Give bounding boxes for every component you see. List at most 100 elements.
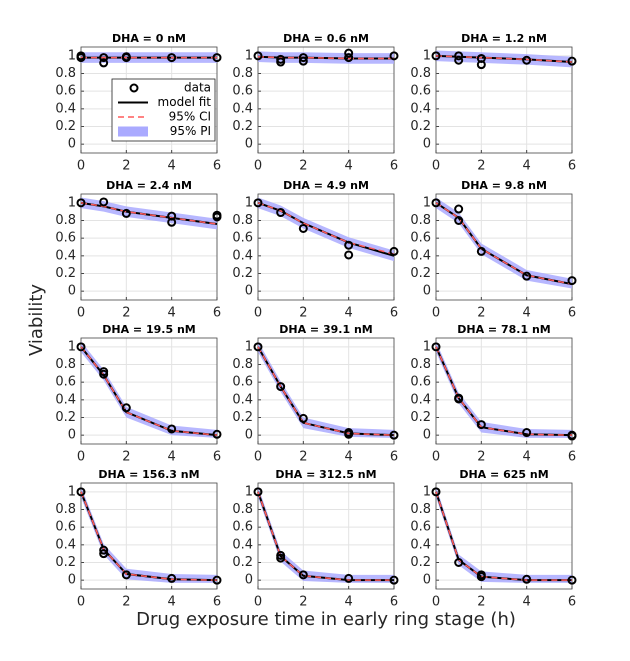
x-tick-label: 0 xyxy=(432,450,440,465)
y-tick-label: 0 xyxy=(245,284,253,299)
y-tick-label: 0 xyxy=(423,428,431,443)
data-point xyxy=(298,413,308,423)
y-tick-label: 1 xyxy=(245,195,253,210)
x-tick-label: 6 xyxy=(568,595,576,610)
x-tick-label: 2 xyxy=(299,595,307,610)
data-point xyxy=(344,48,354,58)
axes-box xyxy=(435,482,573,590)
y-tick-label: 0.4 xyxy=(232,392,253,407)
y-tick-label: 0 xyxy=(68,284,76,299)
x-tick-label: 2 xyxy=(477,159,485,174)
data-point xyxy=(389,51,399,61)
x-tick-label: 4 xyxy=(168,595,176,610)
x-tick-label: 6 xyxy=(390,306,398,321)
y-tick-label: 0 xyxy=(68,137,76,152)
data-point xyxy=(454,55,464,65)
data-point xyxy=(167,217,177,227)
panel-title: DHA = 78.1 nM xyxy=(457,323,550,336)
y-tick-label: 0.2 xyxy=(410,119,431,134)
data-point xyxy=(476,53,486,63)
plot-area xyxy=(436,483,572,589)
data-point xyxy=(344,429,354,439)
y-tick-label: 0.4 xyxy=(410,248,431,263)
x-tick-label: 0 xyxy=(254,306,262,321)
data-point xyxy=(167,424,177,434)
panel-title: DHA = 0.6 nM xyxy=(283,32,369,45)
legend-label: 95% PI xyxy=(170,124,211,138)
y-tick-label: 0.2 xyxy=(55,410,76,425)
data-point xyxy=(431,51,441,61)
x-tick-label: 4 xyxy=(523,159,531,174)
legend-symbol xyxy=(118,126,148,137)
x-tick-label: 0 xyxy=(254,159,262,174)
y-tick-label: 0.6 xyxy=(232,375,253,390)
x-tick-label: 6 xyxy=(390,450,398,465)
panel-title: DHA = 4.9 nM xyxy=(283,179,369,192)
axes-box xyxy=(257,46,395,154)
x-tick-label: 0 xyxy=(254,450,262,465)
ci-line xyxy=(257,202,395,255)
y-tick-label: 0.8 xyxy=(232,213,253,228)
x-tick-label: 4 xyxy=(523,450,531,465)
data-point xyxy=(476,420,486,430)
x-tick-label: 2 xyxy=(477,450,485,465)
data-point xyxy=(567,575,577,585)
data-point xyxy=(253,51,263,61)
x-tick-label: 0 xyxy=(77,306,85,321)
data-point xyxy=(344,240,354,250)
x-tick-label: 2 xyxy=(122,450,130,465)
y-tick-label: 1 xyxy=(423,48,431,63)
y-tick-label: 0.8 xyxy=(55,502,76,517)
x-tick-label: 4 xyxy=(523,306,531,321)
data-point xyxy=(76,198,86,208)
pi-band xyxy=(81,486,217,583)
data-point xyxy=(99,53,109,63)
y-tick-label: 1 xyxy=(245,48,253,63)
y-tick-label: 0 xyxy=(245,428,253,443)
data-point xyxy=(276,54,286,64)
axes-box xyxy=(80,46,218,154)
y-tick-label: 0.8 xyxy=(410,502,431,517)
y-tick-label: 0 xyxy=(68,428,76,443)
x-tick-label: 2 xyxy=(299,306,307,321)
data-point xyxy=(567,56,577,66)
x-tick-label: 0 xyxy=(254,595,262,610)
data-point xyxy=(212,53,222,63)
y-tick-label: 0.8 xyxy=(232,502,253,517)
y-tick-label: 0.6 xyxy=(410,231,431,246)
y-tick-label: 0.4 xyxy=(232,101,253,116)
axes-box xyxy=(435,193,573,301)
data-point xyxy=(344,53,354,63)
data-point xyxy=(76,342,86,352)
legend-box xyxy=(111,78,216,142)
data-point xyxy=(567,276,577,286)
y-tick-label: 0.6 xyxy=(55,375,76,390)
x-tick-label: 2 xyxy=(299,159,307,174)
legend-label: model fit xyxy=(158,95,212,109)
x-tick-label: 2 xyxy=(299,450,307,465)
x-tick-label: 0 xyxy=(77,595,85,610)
x-tick-label: 0 xyxy=(77,159,85,174)
y-tick-label: 1 xyxy=(245,339,253,354)
data-point xyxy=(99,549,109,559)
x-tick-label: 0 xyxy=(432,159,440,174)
plot-area xyxy=(81,338,217,444)
axes-box xyxy=(80,482,218,590)
y-tick-label: 0.6 xyxy=(410,520,431,535)
y-tick-label: 0.4 xyxy=(55,248,76,263)
y-tick-label: 0.2 xyxy=(232,119,253,134)
y-tick-label: 0.8 xyxy=(410,213,431,228)
y-tick-label: 0 xyxy=(245,137,253,152)
y-tick-label: 0.8 xyxy=(232,357,253,372)
data-point xyxy=(454,216,464,225)
x-tick-label: 2 xyxy=(477,306,485,321)
y-tick-label: 0.2 xyxy=(232,410,253,425)
y-tick-label: 1 xyxy=(68,48,76,63)
x-tick-label: 6 xyxy=(213,450,221,465)
data-point xyxy=(476,246,486,256)
ci-line xyxy=(435,491,572,581)
y-tick-label: 0.8 xyxy=(55,357,76,372)
panel-title: DHA = 19.5 nM xyxy=(102,323,195,336)
ci-line xyxy=(80,346,218,436)
ci-line xyxy=(257,491,394,581)
